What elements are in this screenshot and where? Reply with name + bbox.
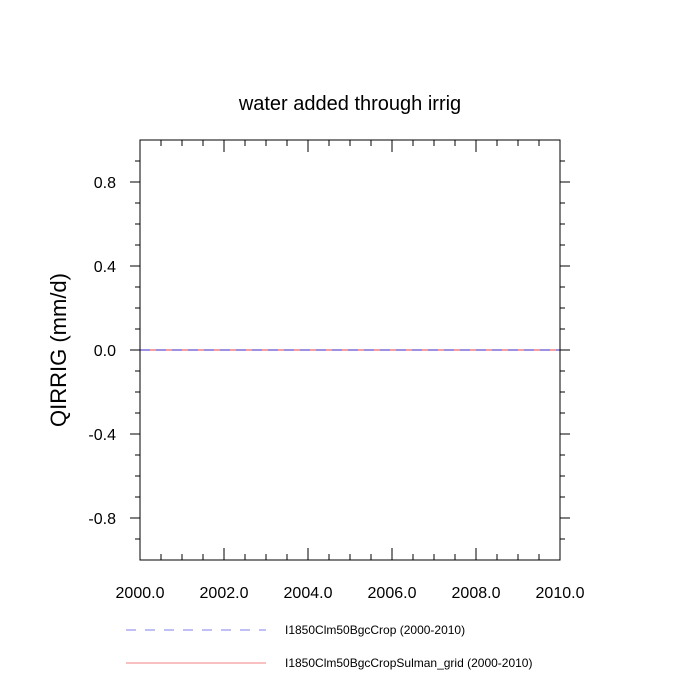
x-tick-label: 2004.0 — [284, 585, 333, 602]
y-tick-label: 0.8 — [94, 175, 116, 192]
y-tick-label: -0.8 — [88, 511, 116, 528]
plot-frame — [139, 139, 561, 561]
axis-tick-labels: 2000.0 2002.0 2004.0 2006.0 2008.0 2010.0 -0.8… — [88, 175, 584, 602]
y-tick-label: 0.0 — [94, 343, 116, 360]
legend: I1850Clm50BgcCrop (2000-2010) I1850Clm50B… — [126, 623, 532, 670]
legend-label-1: I1850Clm50BgcCrop (2000-2010) — [285, 623, 465, 637]
x-tick-label: 2010.0 — [536, 585, 585, 602]
chart-title: water added through irrig — [238, 93, 461, 115]
y-axis-label: QIRRIG (mm/d) — [46, 273, 71, 427]
x-tick-label: 2006.0 — [368, 585, 417, 602]
x-tick-label: 2002.0 — [200, 585, 249, 602]
y-tick-label: 0.4 — [94, 259, 116, 276]
legend-label-2: I1850Clm50BgcCropSulman_grid (2000-2010) — [285, 656, 532, 670]
x-tick-label: 2000.0 — [116, 585, 165, 602]
y-tick-label: -0.4 — [88, 427, 116, 444]
x-tick-label: 2008.0 — [452, 585, 501, 602]
